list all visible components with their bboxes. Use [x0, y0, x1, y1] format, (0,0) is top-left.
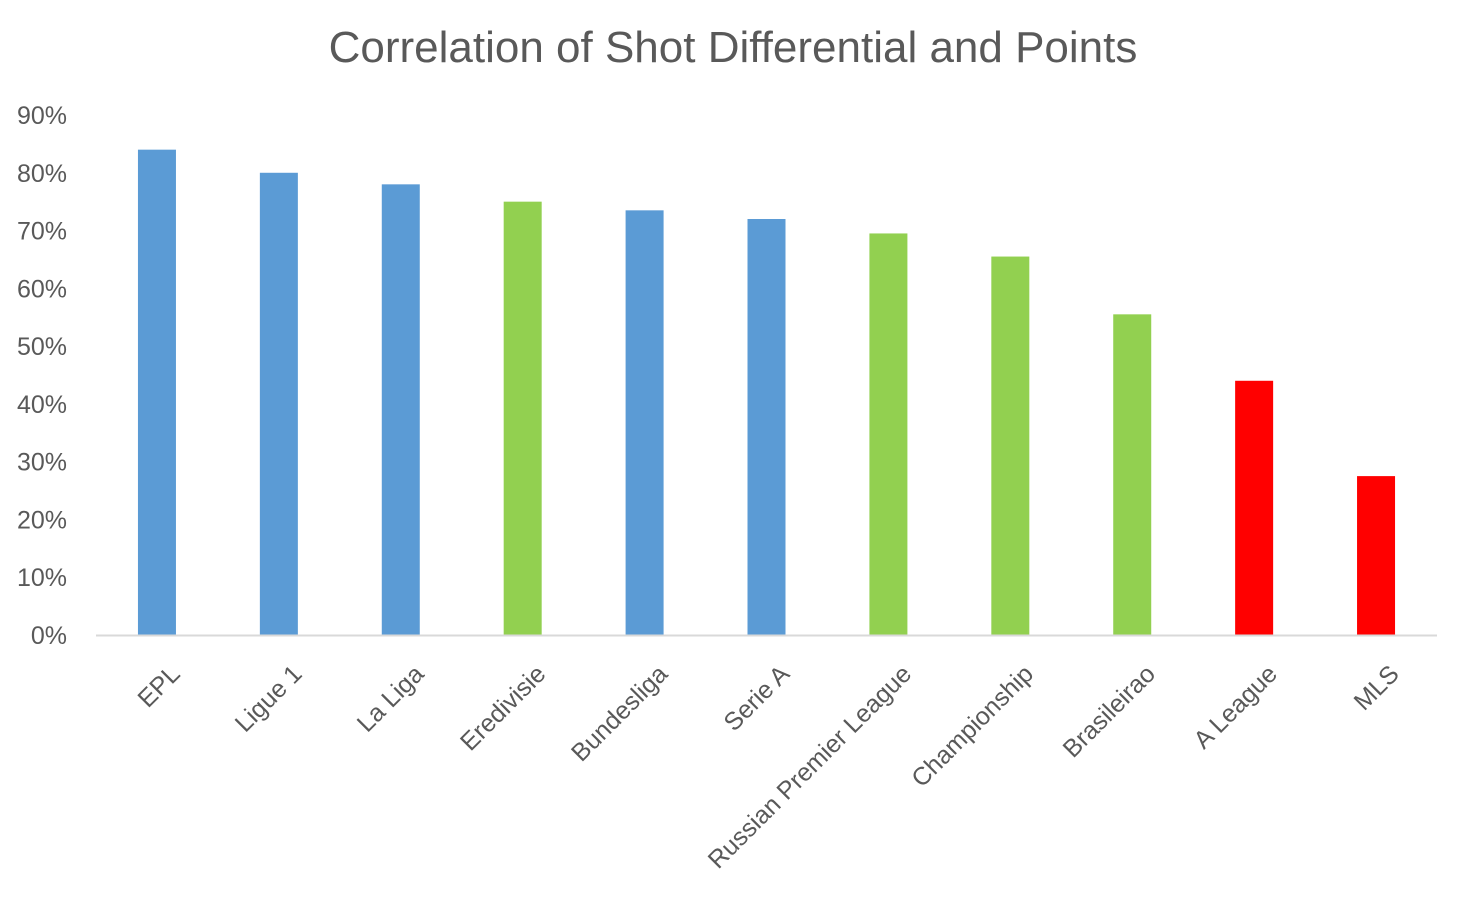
bar-bundesliga: [625, 210, 664, 636]
bar-brasileirao: [1113, 314, 1152, 635]
y-tick-label: 90%: [17, 102, 67, 130]
bar-la-liga: [381, 184, 420, 636]
x-tick-label: La Liga: [352, 660, 430, 738]
bars-group: [137, 149, 1396, 636]
x-tick-label: Brasileirao: [1058, 660, 1161, 763]
bar-eredivisie: [503, 201, 542, 635]
bar-mls: [1357, 476, 1396, 635]
x-tick-label: MLS: [1349, 660, 1405, 716]
y-tick-label: 80%: [17, 160, 67, 188]
x-tick-label: Serie A: [718, 660, 795, 737]
bar-serie-a: [747, 219, 786, 635]
bar-a-league: [1235, 380, 1274, 635]
y-tick-label: 40%: [17, 391, 67, 419]
y-tick-label: 50%: [17, 333, 67, 361]
x-tick-label: Championship: [906, 660, 1039, 793]
y-axis: 0% 10% 20% 30% 40% 50% 60% 70% 80% 90%: [17, 102, 67, 650]
bar-ligue-1: [259, 172, 298, 635]
bar-russian-premier-league: [869, 233, 908, 635]
x-tick-label: EPL: [132, 660, 185, 713]
y-tick-label: 0%: [31, 622, 67, 650]
x-tick-label: Ligue 1: [230, 660, 308, 738]
chart-title: Correlation of Shot Differential and Poi…: [329, 23, 1138, 72]
x-tick-label: Russian Premier League: [703, 660, 917, 874]
y-tick-label: 30%: [17, 449, 67, 477]
x-tick-label: Eredivisie: [455, 660, 551, 756]
x-tick-label: A League: [1188, 660, 1283, 755]
bar-epl: [137, 149, 176, 635]
bar-championship: [991, 256, 1030, 635]
x-tick-label: Bundesliga: [566, 660, 673, 767]
y-tick-label: 20%: [17, 506, 67, 534]
y-tick-label: 60%: [17, 275, 67, 303]
x-axis: EPL Ligue 1 La Liga Eredivisie Bundesliga Ser…: [132, 660, 1404, 875]
y-tick-label: 10%: [17, 564, 67, 592]
y-tick-label: 70%: [17, 218, 67, 246]
